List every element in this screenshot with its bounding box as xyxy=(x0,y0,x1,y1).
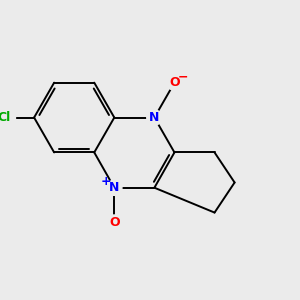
Circle shape xyxy=(147,110,162,125)
Text: N: N xyxy=(109,181,119,194)
Text: +: + xyxy=(100,176,111,188)
Text: O: O xyxy=(109,216,120,229)
Text: Cl: Cl xyxy=(0,111,11,124)
Circle shape xyxy=(107,215,122,230)
Circle shape xyxy=(167,75,182,90)
Text: O: O xyxy=(169,76,180,89)
Text: −: − xyxy=(178,70,188,83)
Text: N: N xyxy=(149,111,160,124)
Circle shape xyxy=(107,180,122,195)
Circle shape xyxy=(0,106,16,129)
